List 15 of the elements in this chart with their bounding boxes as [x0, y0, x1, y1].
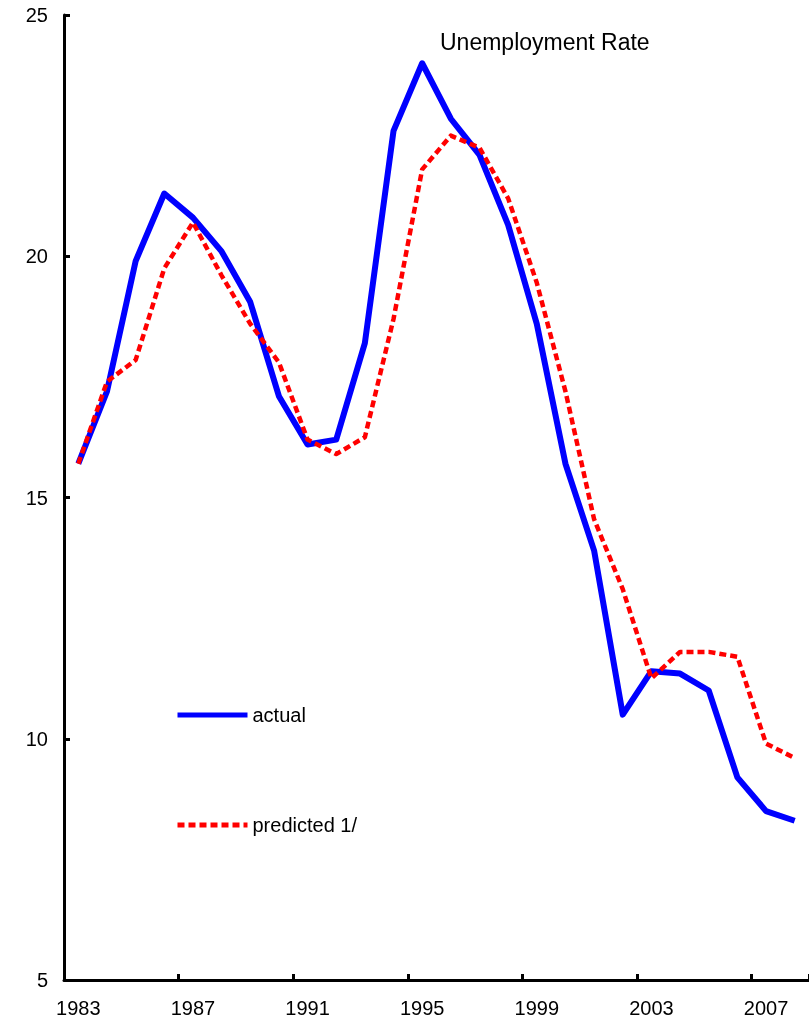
y-tick-label: 20 [25, 245, 48, 268]
legend-label: actual [252, 704, 306, 726]
x-tick-label: 1991 [285, 997, 330, 1019]
legend-label: predicted 1/ [252, 814, 358, 836]
y-tick-label: 25 [25, 4, 48, 26]
x-tick-label: 1987 [170, 997, 216, 1019]
x-tick-label: 1999 [514, 997, 560, 1019]
y-tick-label: 15 [25, 486, 48, 509]
y-tick-label: 5 [36, 969, 48, 991]
x-tick-label: 2007 [743, 997, 789, 1019]
x-tick-label: 1983 [56, 997, 101, 1019]
y-tick-label: 10 [25, 727, 48, 750]
x-tick-label: 2003 [629, 997, 674, 1019]
text: Unemployment Rate [440, 28, 650, 55]
x-tick-label: 1995 [399, 997, 445, 1019]
